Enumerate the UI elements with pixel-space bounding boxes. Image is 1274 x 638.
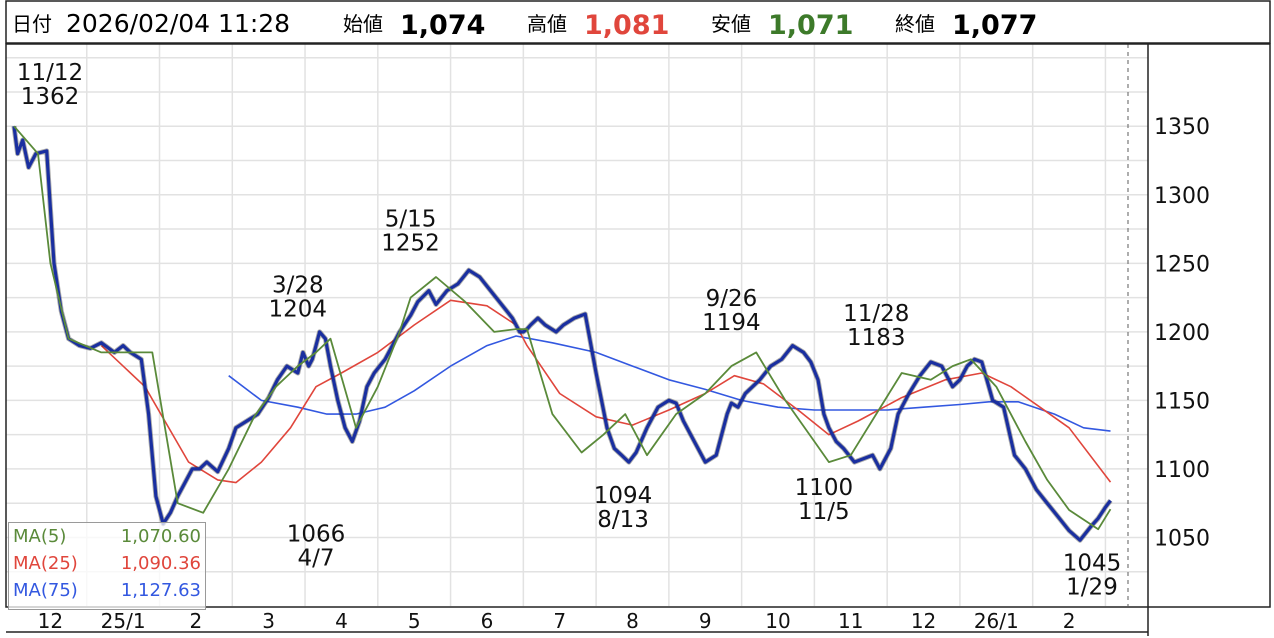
legend-label-ma75: MA(75)	[13, 580, 78, 601]
annotation-line2: 11/5	[798, 499, 850, 525]
y-tick-label: 1050	[1154, 526, 1210, 551]
x-tick-label: 9	[699, 609, 712, 633]
series-line-ma75	[228, 335, 1111, 432]
x-tick-label: 11	[838, 609, 863, 633]
x-tick-label: 10	[765, 609, 790, 633]
annotation-line1: 5/15	[385, 207, 437, 233]
header-open-value: 1,074	[400, 10, 485, 41]
chart-grid	[6, 44, 1148, 606]
header-low-value: 1,071	[768, 10, 853, 41]
x-tick-label: 8	[626, 609, 639, 633]
annotation-line2: 1/29	[1066, 574, 1118, 600]
annotation-line1: 1066	[287, 522, 346, 548]
annotation-line2: 1194	[702, 310, 761, 336]
annotation-line2: 1204	[269, 296, 328, 322]
x-tick-label: 26/1	[974, 609, 1019, 633]
y-tick-label: 1100	[1154, 458, 1210, 483]
legend-value-ma75: 1,127.63	[120, 580, 201, 601]
header-high-value: 1,081	[584, 10, 669, 41]
y-tick-label: 1350	[1154, 115, 1210, 140]
x-tick-label: 2	[1063, 609, 1076, 633]
header-bar	[5, 0, 1271, 44]
legend-label-ma5: MA(5)	[13, 526, 67, 547]
plot-frame	[5, 43, 1271, 608]
y-tick-label: 1250	[1154, 252, 1210, 277]
x-axis-ticks: 12 25/1 2 3 4 5 6 7 8 9 10 11 12 26/1 2	[38, 609, 1076, 633]
y-tick-label: 1150	[1154, 389, 1210, 414]
legend-label-ma25: MA(25)	[13, 553, 78, 574]
annotation-line1: 9/26	[706, 286, 758, 312]
header-date-label: 日付	[12, 12, 52, 36]
header-close-value: 1,077	[952, 10, 1037, 41]
x-tick-label: 7	[553, 609, 566, 633]
header-low-label: 安値	[711, 12, 751, 36]
y-axis-ticks: 1050 1100 1150 1200 1250 1300 1350	[1154, 115, 1210, 551]
x-tick-label: 6	[481, 609, 494, 633]
annotation-line2: 8/13	[597, 507, 649, 533]
legend-row-ma25: MA(25) 1,090.36	[9, 550, 205, 577]
annotation-line1: 11/28	[843, 301, 909, 327]
y-tick-label: 1300	[1154, 184, 1210, 209]
annotation-line2: 4/7	[297, 546, 334, 572]
x-tick-label: 12	[911, 609, 936, 633]
series-line-price	[12, 125, 1112, 542]
legend-row-ma5: MA(5) 1,070.60	[9, 523, 205, 550]
x-tick-label: 3	[262, 609, 275, 633]
series-line-ma25	[100, 299, 1112, 484]
chart-series	[11, 125, 1113, 543]
y-tick-label: 1200	[1154, 321, 1210, 346]
ma-legend: MA(5) 1,070.60 MA(25) 1,090.36 MA(75) 1,…	[8, 522, 206, 610]
annotation-line1: 1094	[594, 483, 653, 509]
header-open-label: 始値	[343, 12, 383, 36]
series-line-ma5	[13, 125, 1112, 531]
header-close-label: 終値	[895, 12, 935, 36]
annotation-line2: 1252	[381, 231, 440, 257]
x-tick-label: 2	[190, 609, 203, 633]
series-line-price-shadow	[11, 125, 1113, 543]
legend-value-ma25: 1,090.36	[120, 553, 201, 574]
x-tick-label: 4	[335, 609, 348, 633]
annotation-line1: 3/28	[272, 272, 324, 298]
annotation-line2: 1362	[21, 84, 80, 110]
x-tick-label: 25/1	[101, 609, 146, 633]
legend-value-ma5: 1,070.60	[120, 526, 201, 547]
annotation-line1: 11/12	[17, 60, 83, 86]
legend-row-ma75: MA(75) 1,127.63	[9, 577, 205, 604]
annotation-line1: 1045	[1063, 550, 1122, 576]
x-tick-label: 12	[38, 609, 63, 633]
annotation-line1: 1100	[795, 475, 854, 501]
annotation-line2: 1183	[847, 325, 906, 351]
header-datetime: 2026/02/04 11:28	[66, 9, 290, 38]
x-tick-label: 5	[408, 609, 421, 633]
header-high-label: 高値	[527, 12, 567, 36]
